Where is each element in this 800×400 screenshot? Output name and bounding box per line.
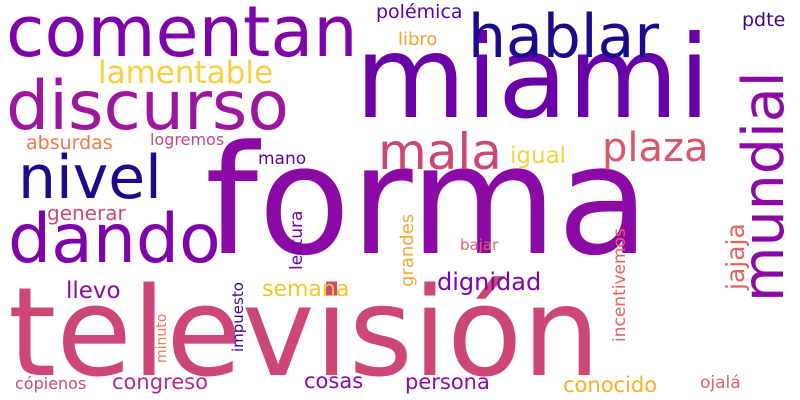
word-generar: generar — [47, 201, 126, 225]
word-lamentable: lamentable — [98, 55, 274, 91]
word-polemica: polémica — [376, 1, 463, 23]
word-plaza: plaza — [602, 125, 709, 171]
word-copienos: cópienos — [15, 374, 87, 393]
word-persona: persona — [405, 370, 490, 394]
word-incentivemos: incentivemos — [610, 228, 630, 342]
word-miami: miami — [355, 11, 711, 144]
word-mala: mala — [378, 123, 502, 181]
word-congreso: congreso — [112, 370, 208, 394]
word-mano: mano — [258, 149, 307, 169]
word-bajar: bajar — [460, 236, 499, 254]
word-forma: forma — [205, 113, 650, 289]
word-ojala: ojalá — [700, 373, 741, 393]
word-dando: dando — [8, 200, 221, 279]
word-absurdas: absurdas — [26, 132, 113, 154]
word-comentan: comentan — [6, 0, 358, 73]
word-grandes: grandes — [397, 213, 418, 287]
word-minuto: minuto — [154, 313, 170, 363]
word-nivel: nivel — [18, 143, 162, 213]
word-jajaja: jajaja — [721, 223, 750, 290]
word-logremos: logremos — [150, 130, 225, 149]
word-llevo: llevo — [66, 278, 121, 304]
word-discurso: discurso — [6, 67, 289, 146]
word-impuesto: impuesto — [229, 282, 247, 352]
word-hablar: hablar — [468, 2, 659, 72]
word-conocido: conocido — [563, 373, 658, 397]
word-semana: semana — [262, 277, 350, 302]
word-igual: igual — [510, 143, 567, 169]
word-dignidad: dignidad — [437, 268, 542, 296]
word-lectura: lectura — [287, 210, 307, 270]
word-cosas: cosas — [304, 369, 364, 393]
word-pdte: pdte — [742, 9, 786, 31]
word-television: televisión — [8, 262, 601, 400]
word-libro: libro — [398, 29, 438, 50]
